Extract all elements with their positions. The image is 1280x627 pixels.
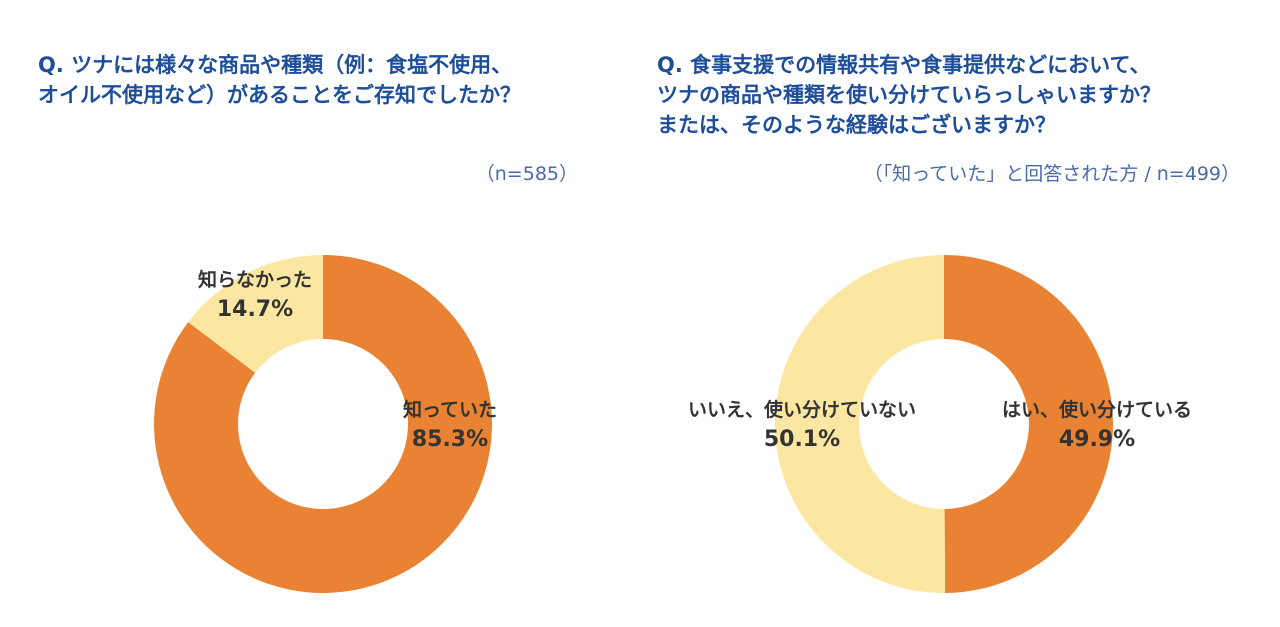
chart-panel-right: Q. 食事支援での情報共有や食事提供などにおいて、 ツナの商品や種類を使い分けて… [620, 0, 1280, 627]
donut-slice [944, 255, 1113, 593]
donut-slice [774, 254, 946, 593]
donut-slice [154, 255, 493, 594]
slice-label-name: 知らなかった [198, 268, 312, 291]
slice-label-percent: 49.9% [1059, 427, 1135, 452]
chart-panel-left: Q. ツナには様々な商品や種類（例：食塩不使用、 オイル不使用など）があることを… [0, 0, 620, 627]
sample-size-note-left: （n=585） [475, 163, 578, 185]
sample-size-note-right: （「知っていた」と回答された方 / n=499） [863, 163, 1240, 185]
donut-slice [188, 255, 323, 373]
chart-title-right: Q. 食事支援での情報共有や食事提供などにおいて、 ツナの商品や種類を使い分けて… [657, 53, 1161, 137]
donut-chart-left: 知っていた 85.3% 知らなかった 14.7% [154, 255, 497, 594]
chart-title-left: Q. ツナには様々な商品や種類（例：食塩不使用、 オイル不使用など）があることを… [38, 53, 521, 107]
slice-label-name: はい、使い分けている [1002, 399, 1192, 421]
slice-label-name: 知っていた [403, 398, 497, 421]
donut-chart-right: はい、使い分けている 49.9% いいえ、使い分けていない 50.1% [688, 254, 1192, 593]
slice-label-percent: 50.1% [764, 427, 840, 452]
slice-label-percent: 14.7% [217, 297, 293, 322]
slice-label-name: いいえ、使い分けていない [688, 399, 916, 421]
slice-label-percent: 85.3% [412, 427, 488, 452]
